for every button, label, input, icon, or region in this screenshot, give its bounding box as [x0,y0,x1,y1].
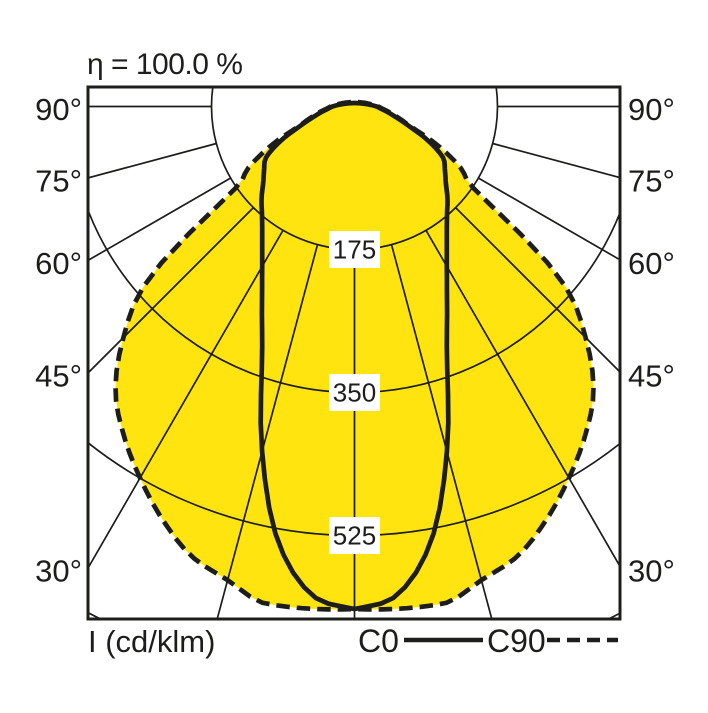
ring-label-525: 525 [333,520,376,550]
gamma-ray-30-left [88,229,284,569]
angle-label-right-45: 45° [628,359,675,394]
ring-label-175: 175 [333,234,376,264]
angle-label-left-75: 75° [35,163,82,198]
gamma-ray-60-right [477,177,620,261]
ring-label-box-175 [329,230,380,268]
gamma-ray-45-left [88,206,255,374]
gamma-ray-45-right [454,206,620,374]
legend-c0-label: C0 [358,623,399,659]
angle-label-left-90: 90° [35,92,82,127]
gamma-ray-30-right [425,229,620,569]
gamma-ray-15-left [216,244,319,619]
photometric-curves [113,99,596,612]
chart-frame [86,85,622,621]
ring-label-box-350 [329,373,380,411]
gamma-ray-15-right [390,244,493,619]
angle-label-right-30: 30° [628,554,675,589]
efficiency-title: η = 100.0 % [87,48,242,81]
angle-label-left-60: 60° [35,246,82,281]
angle-label-right-75: 75° [628,163,675,198]
angle-label-left-45: 45° [35,359,82,394]
angle-label-left-30: 30° [35,554,82,589]
ring-label-box-525 [329,516,380,554]
gamma-ray-75-right [492,142,620,179]
angle-label-right-60: 60° [628,246,675,281]
unit-label: I (cd/klm) [88,624,215,659]
chart-labels: 175 350 525 90° 90° 75° 75° 60° 60° 45° 45° 30° 30° [35,92,675,589]
c0-curve [258,100,451,612]
gamma-ray-75-left [88,142,217,179]
legend-c90-label: C90 [487,623,546,659]
ring-label-350: 350 [333,377,376,407]
gamma-ray-60-left [88,177,232,262]
angle-label-right-90: 90° [628,92,675,127]
